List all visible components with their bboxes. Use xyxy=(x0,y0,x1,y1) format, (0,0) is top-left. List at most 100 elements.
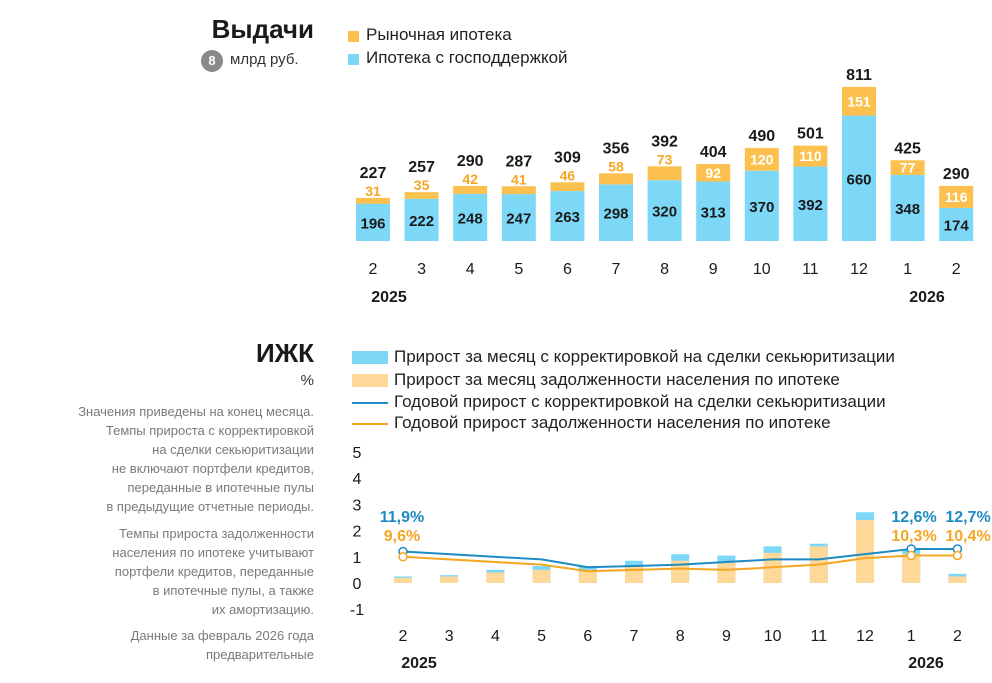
year-label: 2026 xyxy=(908,655,944,672)
marker-annual-debt xyxy=(952,550,963,561)
y-tick-label: 2 xyxy=(353,524,362,541)
note-1: Значения приведены на конец месяца. Темп… xyxy=(0,402,314,516)
note-3: Данные за февраль 2026 года предваритель… xyxy=(0,626,314,664)
note-line: предварительные xyxy=(206,647,314,662)
legend-annual-debt: Годовой прирост задолженности населения … xyxy=(352,413,831,433)
bar-total-label: 290 xyxy=(457,153,484,170)
x-tick-label: 4 xyxy=(491,628,500,645)
bar-market-mortgage xyxy=(696,164,731,182)
bar-value-market: 35 xyxy=(414,177,430,193)
x-tick-label: 9 xyxy=(722,628,731,645)
bar-value-state: 320 xyxy=(652,204,677,221)
bar-state-mortgage xyxy=(647,180,682,241)
x-tick-label: 12 xyxy=(856,628,874,645)
bar-state-mortgage xyxy=(842,115,876,241)
bar-value-market: 73 xyxy=(657,151,673,167)
x-tick-label: 8 xyxy=(660,261,669,278)
bar-state-mortgage xyxy=(939,207,974,241)
chart1-title: Выдачи xyxy=(211,14,314,44)
x-tick-label: 5 xyxy=(537,628,546,645)
legend-swatch-orange xyxy=(348,31,359,42)
bar-market-mortgage xyxy=(890,160,925,175)
note-line: портфели кредитов, переданные xyxy=(114,564,314,579)
note-line: переданные в ипотечные пулы xyxy=(127,480,315,495)
x-tick-label: 3 xyxy=(417,261,426,278)
bar-value-state: 248 xyxy=(458,210,483,227)
bar-value-state: 247 xyxy=(506,211,531,228)
bar-monthly-debt xyxy=(902,554,921,583)
unit-badge: 8 xyxy=(201,50,223,72)
bar-market-mortgage xyxy=(404,192,439,199)
annotation-debt-value: 10,4% xyxy=(945,528,990,545)
bar-monthly-debt xyxy=(440,576,459,583)
note-line: Значения приведены на конец месяца. xyxy=(78,404,314,419)
bar-monthly-debt xyxy=(394,577,412,583)
bar-monthly-debt xyxy=(532,569,551,583)
bar-value-market: 42 xyxy=(462,171,478,187)
bar-value-market: 46 xyxy=(560,167,576,183)
y-tick-label: 5 xyxy=(353,445,362,462)
y-tick-label: 3 xyxy=(353,497,362,514)
x-tick-label: 11 xyxy=(802,261,819,278)
legend-monthly-debt: Прирост за месяц задолженности населения… xyxy=(352,370,840,390)
x-tick-label: 4 xyxy=(466,261,475,278)
bar-monthly-debt xyxy=(578,569,597,583)
annotation-debt-value: 9,6% xyxy=(384,528,420,545)
note-line: не включают портфели кредитов, xyxy=(111,461,314,476)
y-tick-label: -1 xyxy=(350,602,364,619)
bar-total-label: 227 xyxy=(360,165,387,182)
x-tick-label: 10 xyxy=(753,261,771,278)
note-line: в ипотечные пулы, а также xyxy=(152,583,314,598)
bar-value-market: 77 xyxy=(900,160,916,176)
bar-value-market: 92 xyxy=(705,165,721,181)
bar-value-market: 120 xyxy=(750,151,774,167)
legend-monthly-adjusted: Прирост за месяц с корректировкой на сде… xyxy=(352,347,895,367)
bar-total-label: 811 xyxy=(846,67,872,84)
y-tick-label: 0 xyxy=(353,576,362,593)
note-2: Темпы прироста задолженности населения п… xyxy=(0,524,314,619)
x-tick-label: 8 xyxy=(676,628,685,645)
bar-value-state: 174 xyxy=(944,217,970,234)
legend-swatch-orange-line xyxy=(352,423,388,425)
bar-market-mortgage xyxy=(647,166,682,181)
bar-total-label: 490 xyxy=(748,128,775,145)
x-tick-label: 2 xyxy=(952,261,961,278)
bar-market-mortgage xyxy=(356,197,390,204)
bar-value-market: 151 xyxy=(847,93,871,109)
bar-state-mortgage xyxy=(404,198,439,241)
bar-state-mortgage xyxy=(696,181,731,241)
legend-swatch-orange-bar xyxy=(352,374,388,387)
legend-label: Годовой прирост задолженности населения … xyxy=(394,413,831,432)
legend-label: Ипотека с господдержкой xyxy=(366,48,568,67)
bar-value-market: 110 xyxy=(799,148,822,164)
bar-state-mortgage xyxy=(890,174,925,241)
legend-state-mortgage: Ипотека с господдержкой xyxy=(348,48,568,68)
bar-market-mortgage xyxy=(550,182,585,192)
bar-monthly-debt xyxy=(948,576,967,583)
bar-market-mortgage xyxy=(842,86,876,116)
legend-label: Прирост за месяц задолженности населения… xyxy=(394,370,840,389)
chart2-title: ИЖК xyxy=(255,338,314,368)
bar-monthly-debt xyxy=(717,562,736,583)
bar-monthly-debt xyxy=(486,572,505,583)
bar-value-state: 313 xyxy=(701,204,726,221)
x-tick-label: 11 xyxy=(810,628,827,645)
legend-swatch-blue-bar xyxy=(352,351,388,364)
legend-annual-adjusted: Годовой прирост с корректировкой на сдел… xyxy=(352,392,886,412)
chart1-unit: млрд руб. xyxy=(230,51,299,68)
bar-total-label: 356 xyxy=(603,140,630,157)
bar-total-label: 287 xyxy=(505,153,532,170)
note-line: Темпы прироста с корректировкой xyxy=(105,423,314,438)
bar-state-mortgage xyxy=(550,191,585,241)
bar-value-state: 298 xyxy=(603,206,628,223)
bar-market-mortgage xyxy=(599,173,633,185)
note-line: их амортизацию. xyxy=(211,602,314,617)
chart2-unit: % xyxy=(300,372,314,389)
x-tick-label: 5 xyxy=(514,261,523,278)
bar-market-mortgage xyxy=(501,186,536,195)
bar-total-label: 290 xyxy=(943,166,970,183)
x-tick-label: 12 xyxy=(850,261,868,278)
x-tick-label: 7 xyxy=(612,261,621,278)
marker-annual-debt xyxy=(398,552,408,562)
note-line: на сделки секьюритизации xyxy=(152,442,314,457)
